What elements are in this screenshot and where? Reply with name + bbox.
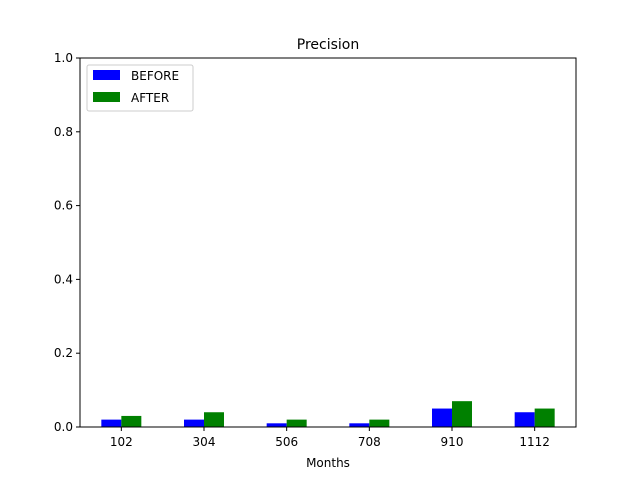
chart-title: Precision xyxy=(297,37,359,53)
bar-before-304 xyxy=(184,419,204,427)
legend-label-before: BEFORE xyxy=(131,69,179,83)
bar-before-1112 xyxy=(514,412,535,427)
plot-area xyxy=(101,401,555,427)
x-tick-label: 910 xyxy=(441,435,464,449)
bar-after-506 xyxy=(286,419,307,427)
x-axis-label: Months xyxy=(306,456,350,470)
x-tick-label: 708 xyxy=(358,435,381,449)
x-tick-label: 304 xyxy=(193,435,216,449)
bar-after-102 xyxy=(121,415,142,427)
plot-frame xyxy=(79,57,577,428)
legend-swatch-before xyxy=(93,70,120,80)
y-axis: 0.0 0.2 0.4 0.6 0.8 1.0 xyxy=(54,51,80,434)
x-tick-label: 102 xyxy=(110,435,133,449)
legend-swatch-after xyxy=(93,92,120,102)
y-tick-label: 0.6 xyxy=(54,199,73,213)
bar-after-304 xyxy=(204,412,224,427)
y-tick-label: 0.2 xyxy=(54,346,73,360)
y-tick-label: 1.0 xyxy=(54,51,73,65)
x-axis: 102 304 506 708 910 1112 xyxy=(110,427,550,449)
x-tick-label: 1112 xyxy=(519,435,550,449)
bar-after-1112 xyxy=(534,408,555,427)
bar-after-708 xyxy=(369,419,390,427)
x-tick-label: 506 xyxy=(275,435,298,449)
y-tick-label: 0.4 xyxy=(54,272,73,286)
bar-before-708 xyxy=(349,423,370,427)
bar-before-910 xyxy=(432,408,452,427)
bar-after-910 xyxy=(452,401,472,427)
y-tick-label: 0.8 xyxy=(54,125,73,139)
bar-before-506 xyxy=(266,423,287,427)
legend: BEFORE AFTER xyxy=(86,64,194,112)
y-tick-label: 0.0 xyxy=(54,420,73,434)
bar-before-102 xyxy=(101,419,122,427)
legend-label-after: AFTER xyxy=(131,91,169,105)
